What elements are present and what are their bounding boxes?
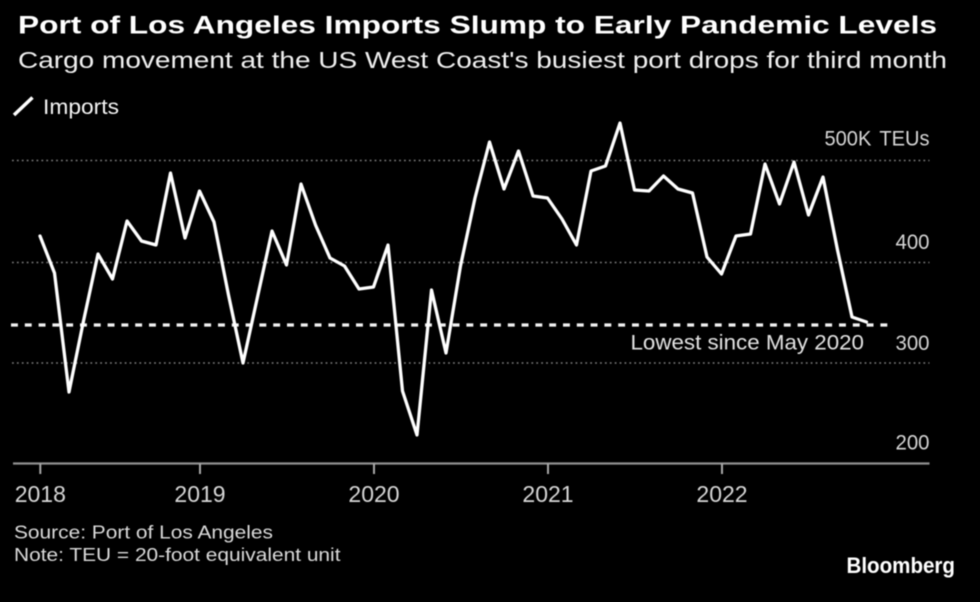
svg-text:2020: 2020 [348, 481, 399, 507]
svg-text:400: 400 [896, 230, 930, 254]
svg-text:Port of Los Angeles Imports Sl: Port of Los Angeles Imports Slump to Ear… [18, 12, 937, 40]
svg-text:2021: 2021 [522, 481, 573, 507]
svg-text:Imports: Imports [43, 95, 119, 119]
svg-text:Note: TEU = 20-foot equivalent: Note: TEU = 20-foot equivalent unit [14, 545, 341, 565]
svg-text:Bloomberg: Bloomberg [847, 553, 956, 578]
svg-text:200: 200 [896, 431, 930, 455]
svg-text:300: 300 [896, 331, 930, 355]
svg-text:Lowest since May 2020: Lowest since May 2020 [631, 332, 865, 355]
svg-text:2019: 2019 [174, 481, 225, 507]
svg-text:500K TEUs: 500K TEUs [825, 128, 930, 151]
svg-text:2018: 2018 [15, 481, 66, 507]
svg-text:2022: 2022 [696, 481, 747, 507]
svg-text:Cargo movement at the US West: Cargo movement at the US West Coast's bu… [18, 47, 947, 73]
svg-text:Source: Port of Los Angeles: Source: Port of Los Angeles [14, 523, 273, 543]
